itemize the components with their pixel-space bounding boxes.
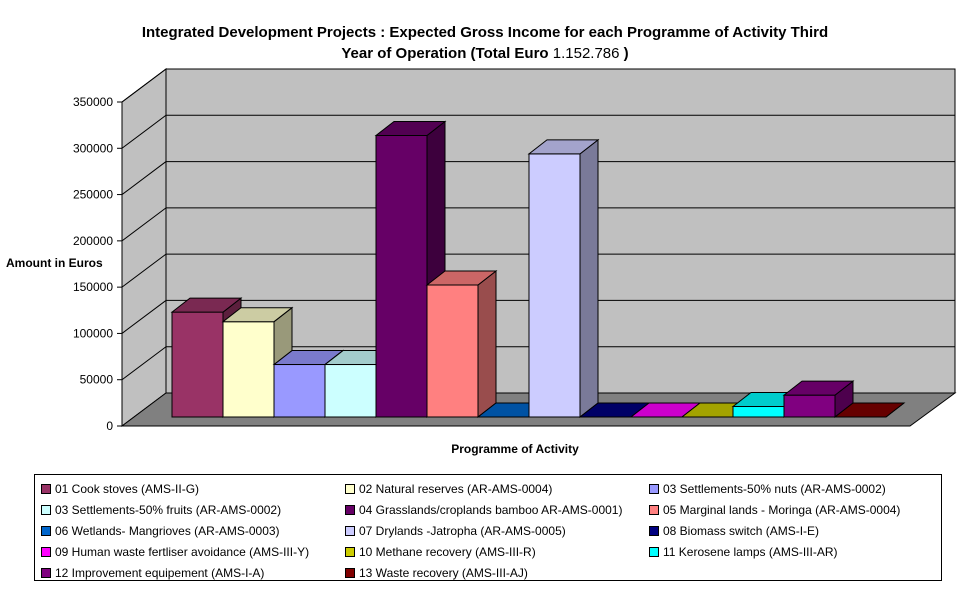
title-line2-close: ) <box>619 45 628 62</box>
gridline-side <box>121 300 167 334</box>
gridline-side <box>121 114 167 149</box>
legend-label: 09 Human waste fertliser avoidance (AMS-… <box>55 544 310 559</box>
bar-side <box>477 269 497 419</box>
bar-top <box>170 297 243 313</box>
gridline-side <box>121 207 167 242</box>
gridline-side <box>121 68 167 103</box>
y-axis-ticks: 350000 300000 250000 200000 150000 100000 5000… <box>73 95 122 433</box>
x-axis-title: Programme of Activity <box>451 442 579 456</box>
legend-item: 08 Biomass switch (AMS-I-E) <box>649 520 949 541</box>
bar-side <box>579 138 599 419</box>
bar-front <box>273 364 326 418</box>
chart-title-line2: Year of Operation (Total Euro 1.152.786 … <box>341 45 628 62</box>
legend-item: 07 Drylands -Jatropha (AR-AMS-0005) <box>345 520 649 541</box>
legend-label: 13 Waste recovery (AMS-III-AJ) <box>359 565 528 580</box>
bar-top <box>782 380 855 396</box>
legend-label: 12 Improvement equipement (AMS-I-A) <box>55 565 265 580</box>
y-tick-label: 250000 <box>73 188 113 202</box>
bar-front <box>732 406 785 418</box>
bar-front <box>528 153 581 418</box>
y-tick-label: 0 <box>106 419 113 433</box>
bar-14 <box>833 402 906 418</box>
legend-item: 05 Marginal lands - Moringa (AR-AMS-0004… <box>649 499 949 520</box>
bar-06 <box>425 269 498 419</box>
chart-title-line1: Integrated Development Projects : Expect… <box>142 24 828 41</box>
bar-front <box>783 394 836 418</box>
legend-swatch <box>649 483 659 494</box>
legend-swatch <box>345 567 355 578</box>
legend-label: 01 Cook stoves (AMS-II-G) <box>55 481 200 496</box>
legend-grid: 01 Cook stoves (AMS-II-G) 02 Natural rese… <box>35 475 941 583</box>
legend: 01 Cook stoves (AMS-II-G) 02 Natural rese… <box>34 474 942 581</box>
bar-top <box>833 402 906 418</box>
legend-swatch <box>41 483 51 494</box>
legend-label: 06 Wetlands- Mangrioves (AR-AMS-0003) <box>55 523 280 538</box>
bar-front <box>426 284 479 418</box>
legend-swatch <box>345 483 355 494</box>
side-wall <box>121 68 167 427</box>
legend-item: 04 Grasslands/croplands bamboo AR-AMS-00… <box>345 499 649 520</box>
gridline-side <box>121 346 167 381</box>
bar-front <box>324 364 377 418</box>
legend-label: 11 Kerosene lamps (AMS-III-AR) <box>663 544 838 559</box>
legend-swatch <box>345 504 355 515</box>
y-tick-label: 50000 <box>80 373 114 387</box>
legend-label: 10 Methane recovery (AMS-III-R) <box>359 544 536 559</box>
legend-item: 10 Methane recovery (AMS-III-R) <box>345 541 649 562</box>
legend-swatch <box>41 567 51 578</box>
legend-swatch <box>649 546 659 557</box>
legend-item: 13 Waste recovery (AMS-III-AJ) <box>345 562 649 583</box>
gridline-side <box>121 253 167 288</box>
y-tick-label: 100000 <box>73 326 113 340</box>
legend-label: 07 Drylands -Jatropha (AR-AMS-0005) <box>359 523 566 538</box>
y-tick-label: 150000 <box>73 280 113 294</box>
legend-item: 11 Kerosene lamps (AMS-III-AR) <box>649 541 949 562</box>
legend-label: 05 Marginal lands - Moringa (AR-AMS-0004… <box>663 502 901 517</box>
legend-label: 08 Biomass switch (AMS-I-E) <box>663 523 820 538</box>
legend-item: 03 Settlements-50% nuts (AR-AMS-0002) <box>649 478 949 499</box>
legend-label: 02 Natural reserves (AR-AMS-0004) <box>359 481 553 496</box>
legend-item: 02 Natural reserves (AR-AMS-0004) <box>345 478 649 499</box>
y-tick-label: 300000 <box>73 141 113 155</box>
legend-swatch <box>345 525 355 536</box>
legend-label: 04 Grasslands/croplands bamboo AR-AMS-00… <box>359 502 623 517</box>
legend-item: 03 Settlements-50% fruits (AR-AMS-0002) <box>41 499 345 520</box>
bar-top <box>221 307 294 323</box>
bars <box>170 120 906 419</box>
bar-front <box>171 311 224 418</box>
title-line2-text: Year of Operation (Total Euro <box>341 45 552 62</box>
bar-top <box>425 270 498 286</box>
legend-swatch <box>41 525 51 536</box>
legend-item: 01 Cook stoves (AMS-II-G) <box>41 478 345 499</box>
bar-front <box>375 134 428 418</box>
legend-swatch <box>649 504 659 515</box>
bar-top <box>527 139 600 155</box>
legend-swatch <box>345 546 355 557</box>
title-total-value: 1.152.786 <box>553 45 620 62</box>
legend-item: 09 Human waste fertliser avoidance (AMS-… <box>41 541 345 562</box>
legend-swatch <box>649 525 659 536</box>
legend-label: 03 Settlements-50% fruits (AR-AMS-0002) <box>55 502 282 517</box>
bar-top <box>374 120 447 136</box>
bar-08 <box>527 138 600 419</box>
legend-item: 06 Wetlands- Mangrioves (AR-AMS-0003) <box>41 520 345 541</box>
y-axis-title: Amount in Euros <box>6 256 103 270</box>
legend-swatch <box>41 504 51 515</box>
legend-swatch <box>41 546 51 557</box>
legend-label: 03 Settlements-50% nuts (AR-AMS-0002) <box>663 481 886 496</box>
y-tick-label: 350000 <box>73 95 113 109</box>
gridline-side <box>121 161 167 195</box>
chart-area: Integrated Development Projects : Expect… <box>6 24 957 456</box>
y-tick-label: 200000 <box>73 234 113 248</box>
legend-item: 12 Improvement equipement (AMS-I-A) <box>41 562 345 583</box>
bar-front <box>222 321 275 418</box>
